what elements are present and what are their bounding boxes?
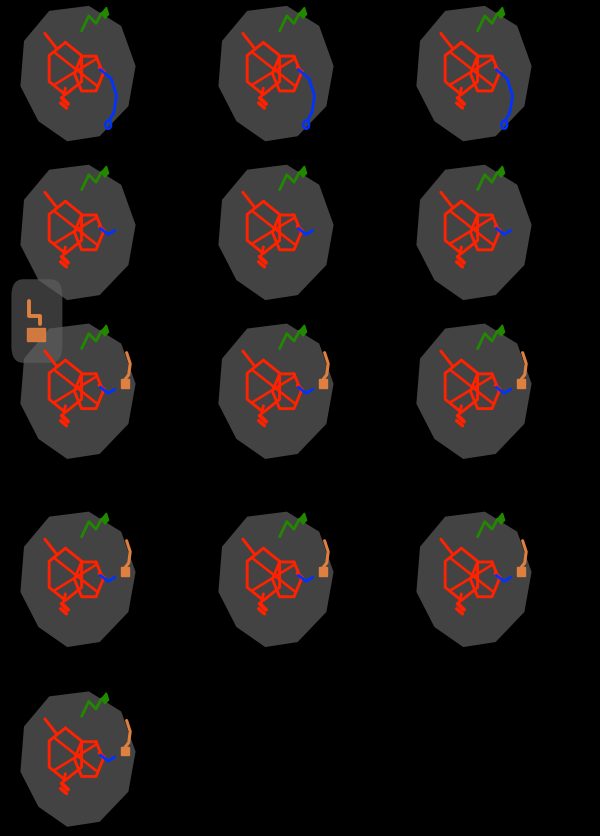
FancyBboxPatch shape: [121, 567, 128, 576]
Polygon shape: [416, 6, 532, 141]
Polygon shape: [101, 693, 109, 704]
Polygon shape: [101, 513, 109, 524]
Polygon shape: [299, 513, 307, 524]
Polygon shape: [218, 6, 334, 141]
Polygon shape: [218, 324, 334, 459]
Polygon shape: [20, 165, 136, 300]
Polygon shape: [101, 8, 109, 18]
Polygon shape: [101, 325, 109, 336]
Polygon shape: [20, 324, 136, 459]
Polygon shape: [20, 691, 136, 827]
Polygon shape: [497, 325, 505, 336]
FancyBboxPatch shape: [517, 379, 524, 388]
FancyBboxPatch shape: [319, 379, 326, 388]
Polygon shape: [416, 165, 532, 300]
Polygon shape: [497, 166, 505, 177]
Polygon shape: [20, 512, 136, 647]
Polygon shape: [497, 8, 505, 18]
FancyBboxPatch shape: [319, 567, 326, 576]
Polygon shape: [416, 324, 532, 459]
Polygon shape: [26, 328, 45, 341]
FancyBboxPatch shape: [121, 379, 128, 388]
Polygon shape: [218, 512, 334, 647]
Polygon shape: [299, 325, 307, 336]
Polygon shape: [416, 512, 532, 647]
Polygon shape: [497, 513, 505, 524]
FancyBboxPatch shape: [517, 567, 524, 576]
Polygon shape: [101, 166, 109, 177]
Polygon shape: [299, 166, 307, 177]
Polygon shape: [299, 8, 307, 18]
Polygon shape: [20, 6, 136, 141]
FancyBboxPatch shape: [11, 279, 62, 363]
Polygon shape: [218, 165, 334, 300]
FancyBboxPatch shape: [121, 747, 128, 756]
